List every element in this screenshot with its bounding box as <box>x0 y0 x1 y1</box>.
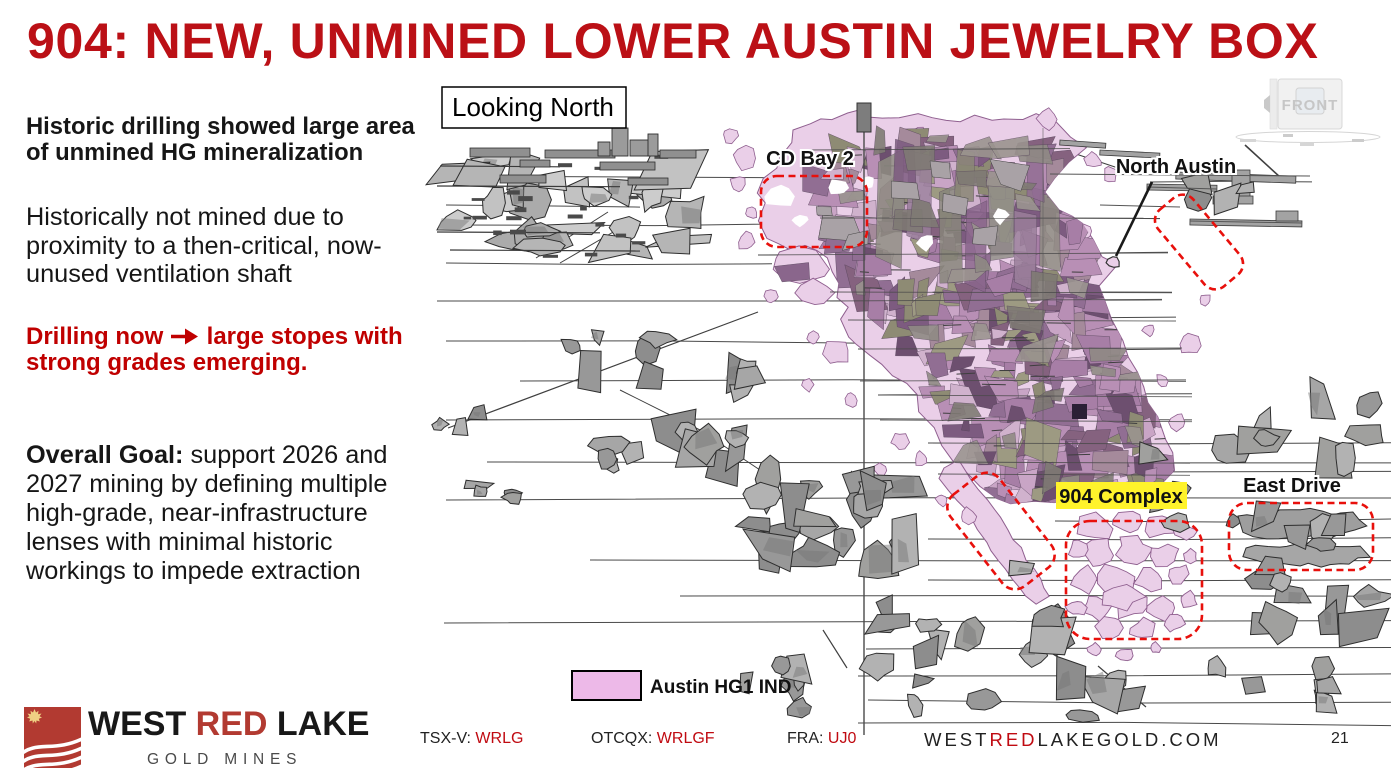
svg-text:CD Bay 2: CD Bay 2 <box>766 148 854 170</box>
svg-text:904 Complex: 904 Complex <box>1059 486 1182 508</box>
svg-text:East Drive: East Drive <box>1243 475 1341 497</box>
svg-text:Looking North: Looking North <box>452 92 614 122</box>
svg-text:FRONT: FRONT <box>1282 97 1339 114</box>
svg-text:North Austin: North Austin <box>1116 156 1236 178</box>
svg-text:Austin HG1 IND: Austin HG1 IND <box>650 677 791 698</box>
